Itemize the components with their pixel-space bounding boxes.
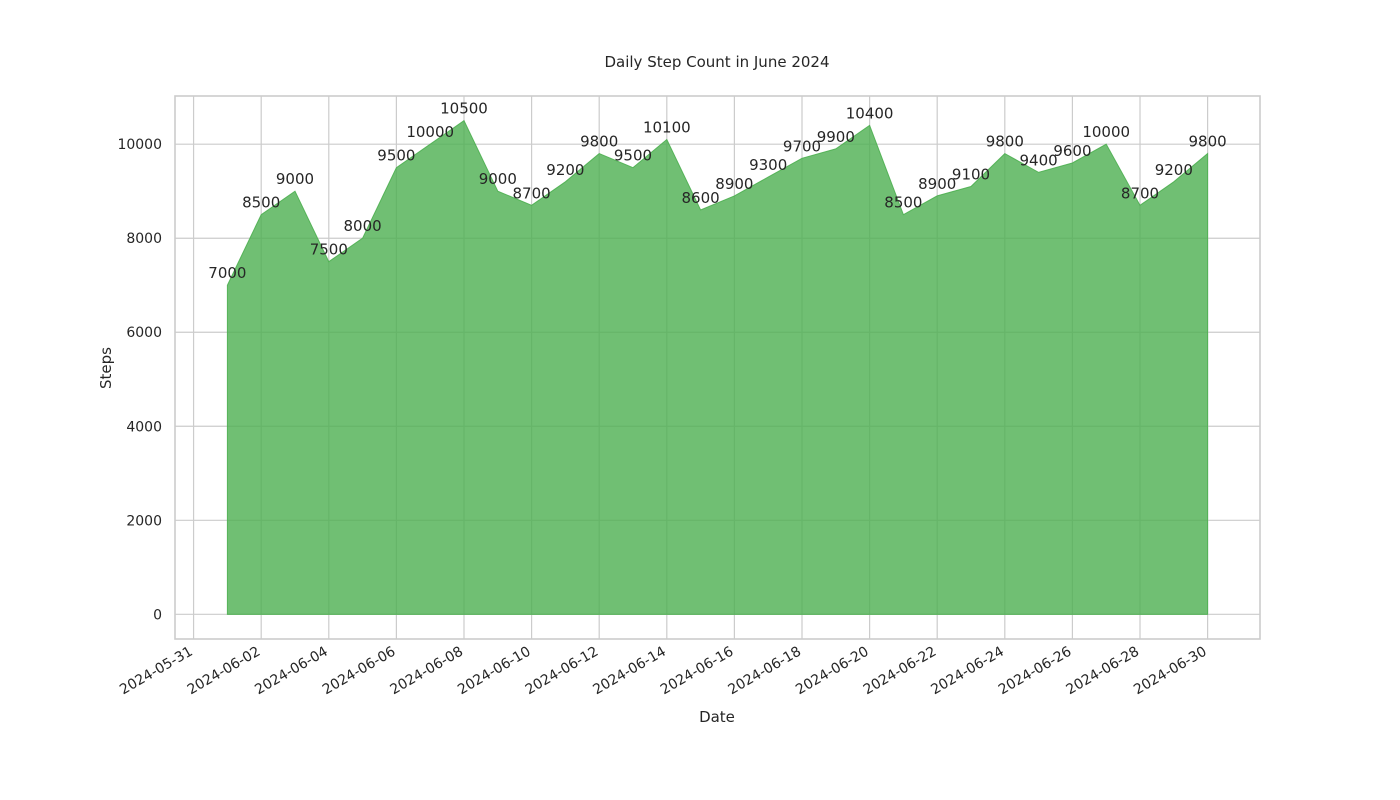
area-series xyxy=(226,119,1209,615)
data-label: 10500 xyxy=(440,100,488,118)
data-label: 8900 xyxy=(918,175,956,193)
area-fill xyxy=(226,119,1209,615)
data-label: 9800 xyxy=(986,133,1024,151)
x-tick-label: 2024-06-02 xyxy=(185,644,263,699)
data-label: 8600 xyxy=(682,189,720,207)
data-label: 9100 xyxy=(952,166,990,184)
data-label: 8700 xyxy=(513,184,551,202)
data-label: 10100 xyxy=(643,118,691,136)
y-tick-label: 4000 xyxy=(126,419,162,435)
x-tick-label: 2024-06-04 xyxy=(252,644,331,699)
data-label: 10000 xyxy=(406,123,454,141)
x-axis-ticks: 2024-05-312024-06-022024-06-042024-06-06… xyxy=(117,644,1209,699)
data-label: 9000 xyxy=(479,170,517,188)
data-label: 8000 xyxy=(343,217,381,235)
plot-frame xyxy=(174,95,1261,640)
x-tick-label: 2024-06-06 xyxy=(320,644,399,699)
data-label: 9500 xyxy=(614,147,652,165)
x-tick-label: 2024-06-10 xyxy=(455,644,533,699)
x-tick-label: 2024-06-24 xyxy=(928,644,1007,699)
data-label: 9900 xyxy=(817,128,855,146)
x-tick-label: 2024-06-08 xyxy=(388,644,466,699)
x-tick-label: 2024-06-16 xyxy=(658,644,737,699)
y-tick-label: 8000 xyxy=(126,231,162,247)
y-tick-label: 0 xyxy=(153,607,162,623)
x-tick-label: 2024-06-18 xyxy=(726,644,804,699)
data-label: 9200 xyxy=(1155,161,1193,179)
data-label: 9200 xyxy=(546,161,584,179)
y-axis-label: Steps xyxy=(97,347,115,389)
data-label: 10000 xyxy=(1082,123,1130,141)
x-tick-label: 2024-06-14 xyxy=(590,644,669,699)
data-label: 10400 xyxy=(846,104,894,122)
y-axis-ticks: 0 2000 4000 6000 8000 10000 xyxy=(117,137,162,623)
chart-title: Daily Step Count in June 2024 xyxy=(604,53,829,71)
data-label: 9500 xyxy=(377,147,415,165)
x-tick-label: 2024-06-20 xyxy=(793,644,871,699)
data-label: 7500 xyxy=(310,241,348,259)
x-tick-label: 2024-06-22 xyxy=(861,644,939,699)
data-label: 9400 xyxy=(1020,151,1058,169)
x-axis-label: Date xyxy=(699,708,735,726)
data-label: 8900 xyxy=(715,175,753,193)
y-tick-label: 2000 xyxy=(126,513,162,529)
data-labels: 7000850090007500800095001000010500900087… xyxy=(208,100,1226,283)
x-tick-label: 2024-06-28 xyxy=(1064,644,1142,699)
data-label: 7000 xyxy=(208,264,246,282)
x-tick-label: 2024-05-31 xyxy=(117,644,195,699)
data-label: 9300 xyxy=(749,156,787,174)
x-tick-label: 2024-06-12 xyxy=(523,644,601,699)
data-label: 9600 xyxy=(1053,142,1091,160)
x-tick-label: 2024-06-26 xyxy=(996,644,1075,699)
data-label: 9700 xyxy=(783,137,821,155)
data-label: 8700 xyxy=(1121,184,1159,202)
data-label: 9000 xyxy=(276,170,314,188)
y-tick-label: 10000 xyxy=(117,137,162,153)
data-label: 9800 xyxy=(580,133,618,151)
data-label: 8500 xyxy=(242,194,280,212)
data-label: 8500 xyxy=(884,194,922,212)
data-label: 9800 xyxy=(1189,133,1227,151)
y-tick-label: 6000 xyxy=(126,325,162,341)
x-tick-label: 2024-06-30 xyxy=(1131,644,1209,699)
